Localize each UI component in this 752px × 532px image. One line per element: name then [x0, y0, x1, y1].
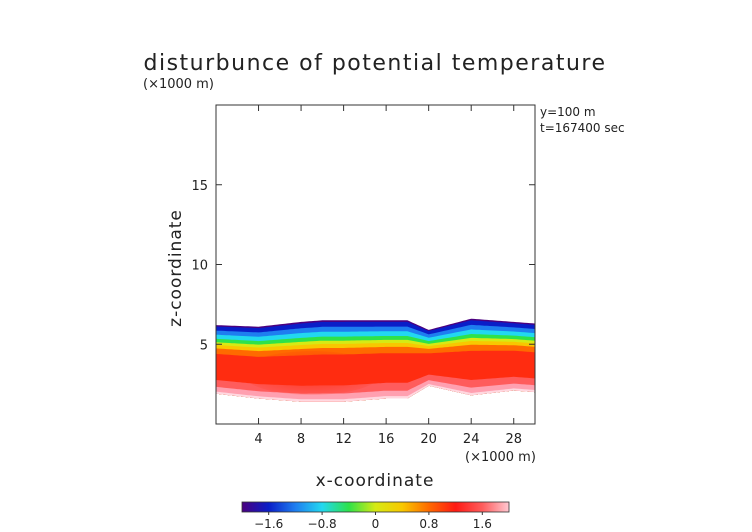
x-tick-label: 16 [378, 432, 395, 447]
field-band [216, 384, 535, 402]
y-axis-unit: (×1000 m) [143, 77, 214, 92]
x-tick-label: 28 [505, 432, 522, 447]
x-axis-unit: (×1000 m) [465, 450, 536, 465]
colorbar-ticks: −1.6 −0.8 0 0.8 1.6 [254, 512, 492, 531]
x-tick-label: 4 [254, 432, 262, 447]
y-tick-label: 15 [191, 179, 208, 194]
x-tick-label: 12 [335, 432, 352, 447]
colorbar-tick-label: 0 [372, 517, 380, 531]
colorbar-tick-label: 1.6 [473, 517, 492, 531]
colorbar-tick-label: −0.8 [308, 517, 337, 531]
annotation-time: t=167400 sec [540, 121, 625, 135]
y-tick-label: 10 [191, 259, 208, 274]
axis-ticks: 4 8 12 16 20 24 28 5 10 15 [191, 105, 535, 447]
x-tick-label: 24 [463, 432, 480, 447]
y-tick-label: 5 [200, 338, 208, 353]
colorbar-tick-label: −1.6 [254, 517, 283, 531]
x-tick-label: 20 [420, 432, 437, 447]
y-axis-label: z-coordinate [166, 209, 186, 327]
x-axis-label: x-coordinate [316, 471, 435, 491]
field-band [216, 380, 535, 402]
colorbar-tick-label: 0.8 [419, 517, 438, 531]
warm-core [241, 350, 382, 395]
annotation-y: y=100 m [540, 105, 596, 119]
temperature-field [216, 318, 535, 402]
chart-title: disturbunce of potential temperature [144, 51, 607, 76]
x-tick-label: 8 [297, 432, 305, 447]
colorbar [241, 501, 510, 513]
